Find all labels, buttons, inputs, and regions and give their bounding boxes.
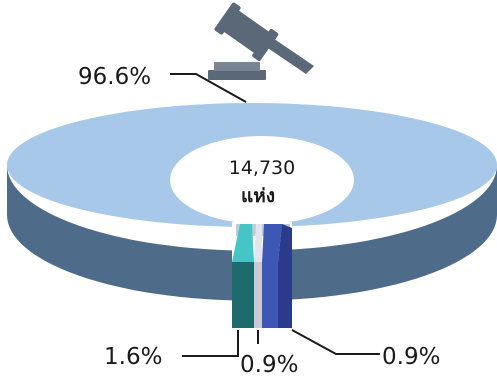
slice-light	[254, 224, 262, 328]
center-unit: แห่ง	[241, 185, 275, 207]
slice-label-0-9-a: 0.9%	[240, 352, 298, 378]
slice-label-1-6: 1.6%	[104, 344, 162, 370]
slice-big-side	[7, 165, 497, 301]
callout-96-6: 96.6%	[78, 64, 247, 103]
gavel-icon	[208, 2, 314, 80]
slice-label-0-9-b: 0.9%	[382, 344, 440, 370]
slice-blue	[262, 224, 292, 328]
callout-0-9-a: 0.9%	[240, 330, 298, 378]
slice-teal	[232, 224, 254, 328]
center-value: 14,730	[229, 157, 295, 179]
callout-0-9-b: 0.9%	[291, 329, 440, 370]
slice-label-96-6: 96.6%	[78, 64, 151, 90]
donut-hole	[170, 136, 354, 224]
callout-1-6: 1.6%	[104, 330, 239, 370]
